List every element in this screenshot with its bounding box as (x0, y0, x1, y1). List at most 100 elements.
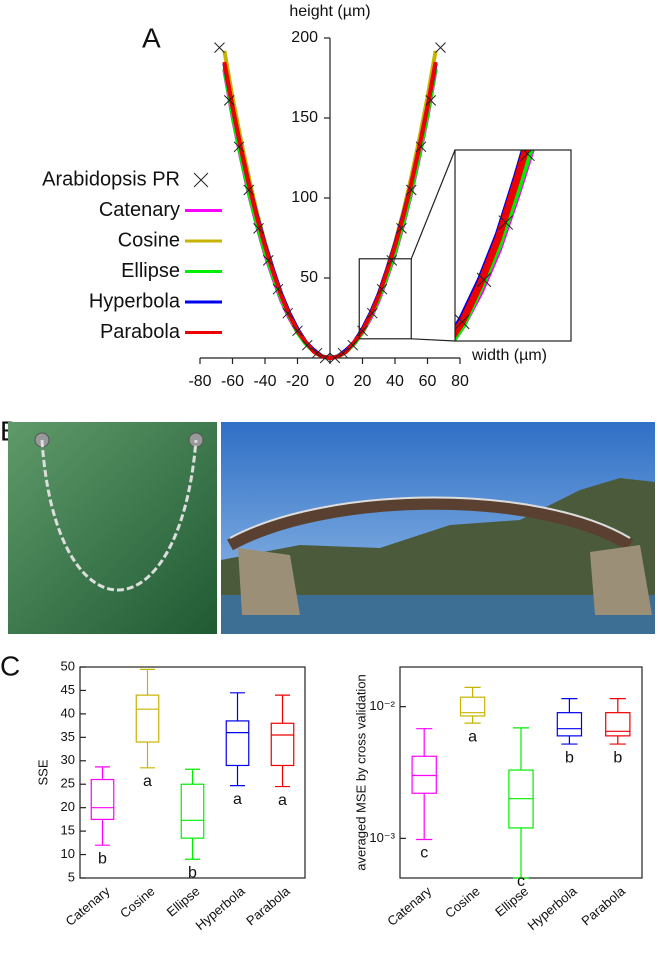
x-tick-label: Hyperbola (193, 883, 249, 933)
x-tick-label: 60 (419, 373, 437, 390)
data-point (425, 95, 437, 106)
x-tick-label: -80 (188, 373, 211, 390)
y-tick-label: 200 (291, 29, 318, 46)
whisker (464, 686, 481, 698)
curves (214, 42, 446, 364)
y-tick-label: 45 (61, 682, 75, 697)
whisker (275, 765, 290, 788)
y-tick-label: 20 (61, 799, 75, 814)
x-tick-label: -40 (253, 373, 276, 390)
data-point (282, 307, 294, 319)
data-point (233, 141, 245, 153)
y-tick-label: 30 (61, 752, 75, 767)
significance-letter: b (565, 749, 574, 766)
whisker (416, 728, 433, 757)
significance-letter: a (143, 773, 152, 790)
data-point (455, 314, 470, 330)
data-point (372, 380, 386, 394)
legend-label: Arabidopsis PR (42, 168, 180, 190)
whisker (275, 694, 290, 724)
data-point (337, 347, 349, 359)
x-tick-label: -20 (286, 373, 309, 390)
box (411, 755, 437, 794)
data-point (223, 95, 235, 106)
data-point (415, 141, 427, 153)
y-axis-label: averaged MSE by cross validation (353, 674, 368, 871)
data-point (542, 70, 556, 84)
whisker (185, 768, 200, 785)
data-point (386, 255, 398, 266)
whisker (561, 698, 578, 713)
significance-letter: b (98, 850, 107, 867)
data-point (405, 184, 417, 196)
y-tick-label: 35 (61, 729, 75, 744)
whisker (609, 735, 626, 745)
x-tick-label: Ellipse (164, 883, 203, 919)
legend-label: Ellipse (121, 260, 180, 282)
significance-letter: a (468, 728, 477, 745)
y-tick-label: 10⁻² (369, 698, 395, 713)
box (135, 694, 160, 743)
significance-letter: a (233, 791, 242, 808)
x-tick-label: Hyperbola (524, 883, 580, 933)
data-point (329, 352, 341, 364)
x-tick-label: Cosine (442, 883, 483, 921)
zoom-box (358, 258, 412, 340)
data-point (311, 347, 323, 359)
legend-marker (193, 172, 209, 188)
box (90, 778, 115, 820)
significance-letter: c (420, 845, 428, 862)
data-point (245, 147, 259, 161)
significance-letter: c (517, 873, 525, 890)
significance-letter: b (188, 864, 197, 881)
whisker (609, 698, 626, 713)
legend-label: Hyperbola (89, 290, 181, 312)
box (459, 696, 486, 717)
data-point (243, 184, 255, 196)
x-tick-label: Cosine (117, 883, 158, 921)
whisker (140, 668, 155, 696)
x-tick-label: -60 (221, 373, 244, 390)
data-point (476, 272, 492, 288)
whisker (416, 793, 433, 841)
significance-letter: b (613, 749, 622, 766)
x-tick-label: Catenary (384, 883, 434, 929)
data-point (376, 283, 388, 295)
whisker (230, 692, 245, 721)
x-tick-label: 20 (354, 373, 372, 390)
photo-chain (8, 422, 217, 634)
data-point (272, 283, 284, 295)
x-tick-label: 0 (326, 373, 335, 390)
panel-label: A (142, 22, 161, 53)
whisker (464, 715, 481, 724)
whisker (561, 735, 578, 745)
x-tick-label: 80 (451, 373, 469, 390)
y-tick-label: 10 (61, 846, 75, 861)
legend-label: Cosine (118, 229, 180, 251)
data-point (347, 339, 359, 351)
data-point (253, 223, 264, 234)
box (225, 720, 250, 767)
x-tick-label: Parabola (243, 883, 293, 928)
data-point (319, 352, 331, 364)
y-tick-label: 5 (68, 869, 75, 884)
x-tick-label: 40 (386, 373, 404, 390)
whisker (95, 819, 110, 846)
inset-frame (454, 149, 572, 342)
data-point (396, 223, 407, 234)
photo-bridge (221, 422, 655, 634)
y-tick-label: 50 (61, 658, 75, 673)
data-point (520, 150, 535, 162)
y-axis-label: SSE (35, 759, 50, 785)
zoom-connector (411, 338, 456, 342)
whisker (140, 742, 155, 769)
data-point (301, 339, 313, 351)
box (556, 712, 583, 737)
x-axis-label: width (µm) (471, 347, 547, 364)
data-point (292, 325, 303, 337)
y-tick-label: 15 (61, 823, 75, 838)
y-tick-label: 10⁻³ (369, 830, 395, 845)
significance-letter: a (278, 792, 287, 809)
x-tick-label: Catenary (63, 883, 113, 929)
